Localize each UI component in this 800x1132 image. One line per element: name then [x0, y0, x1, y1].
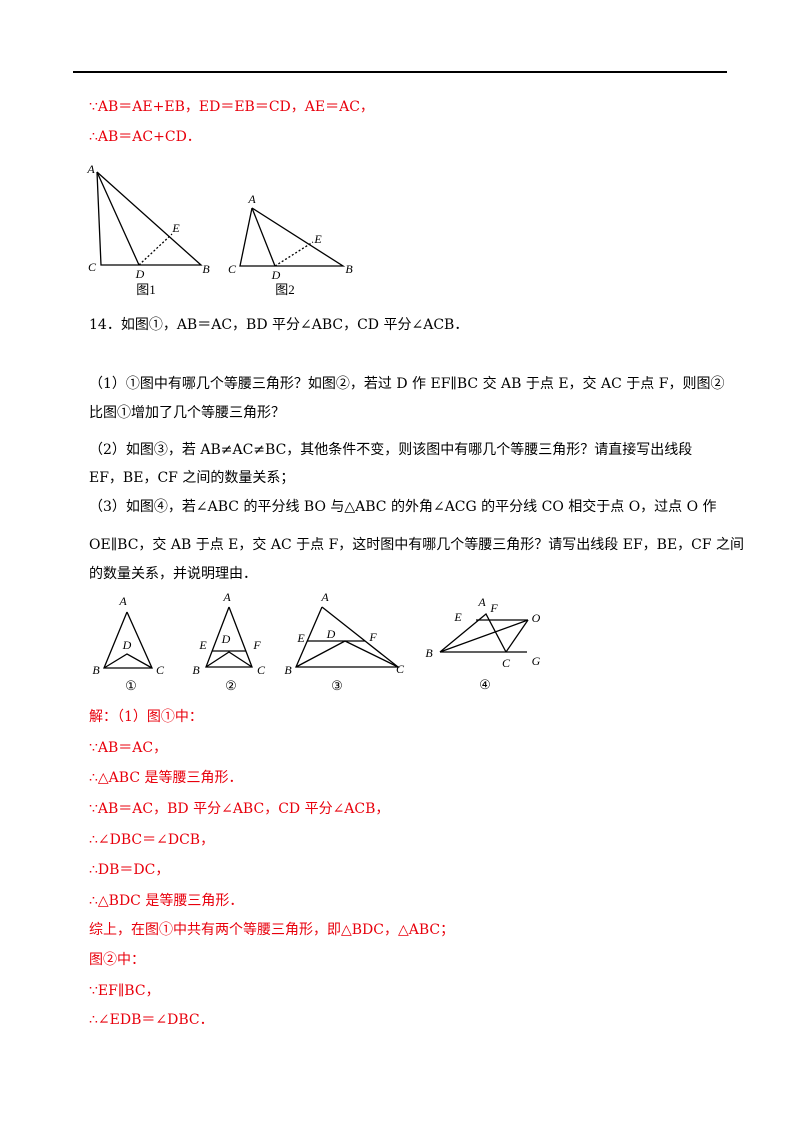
- point-label: A: [222, 590, 231, 604]
- problem-line: 比图①增加了几个等腰三角形？: [89, 405, 285, 421]
- solution-line: ∵EF∥BC，: [89, 983, 160, 999]
- point-label: C: [156, 663, 165, 677]
- point-label: E: [296, 631, 305, 645]
- solution-line: ∵AB＝AE+EB，ED＝EB＝CD，AE＝AC，: [89, 99, 374, 115]
- solution-line: ∴△BDC 是等腰三角形．: [89, 893, 244, 909]
- point-label: B: [425, 646, 433, 660]
- segment: [439, 612, 507, 653]
- caption: ③: [331, 678, 343, 693]
- problem-line: OE∥BC，交 AB 于点 E，交 AC 于点 F，这时图中有哪几个等腰三角形？…: [89, 537, 745, 553]
- point-label: E: [198, 638, 207, 652]
- point-label: D: [122, 638, 132, 652]
- figure-circle-4: E A F O B C G ④: [425, 595, 540, 692]
- point-label: A: [247, 192, 256, 206]
- point-label: A: [477, 595, 486, 609]
- point-label: A: [118, 594, 127, 608]
- point-label: C: [396, 662, 405, 676]
- problem-line: （2）如图③，若 AB≠AC≠BC，其他条件不变，则该图中有哪几个等腰三角形？请…: [89, 442, 693, 458]
- solution-line: ∵AB＝AC，: [89, 740, 168, 756]
- figure-1: A C D B E 图1: [86, 162, 210, 297]
- problem-line: （1）①图中有哪几个等腰三角形？如图②，若过 D 作 EF∥BC 交 AB 于点…: [89, 376, 725, 392]
- point-label: B: [192, 663, 200, 677]
- triangle: [205, 606, 253, 668]
- solution-line: ∴∠EDB＝∠DBC．: [89, 1012, 214, 1028]
- figure-circle-2: A E D F B C ②: [192, 590, 266, 693]
- solution-line: ∴∠DBC＝∠DCB，: [89, 832, 215, 848]
- solution-line: ∴△ABC 是等腰三角形．: [89, 770, 243, 786]
- solution-line: ∵AB＝AC，BD 平分∠ABC，CD 平分∠ACB，: [89, 801, 390, 817]
- point-label: C: [502, 656, 511, 670]
- caption: 图2: [275, 282, 295, 297]
- point-label: F: [252, 638, 261, 652]
- figure-circle-1: A D B C ①: [92, 594, 165, 693]
- segment: [439, 619, 529, 653]
- segment: [205, 651, 253, 668]
- solution-line: 解：（1）图①中：: [89, 709, 203, 725]
- dashed-segment: [274, 241, 314, 267]
- dashed-segment: [138, 233, 173, 266]
- point-label: A: [320, 590, 329, 604]
- segment: [96, 171, 140, 266]
- point-label: C: [257, 663, 266, 677]
- point-label: B: [92, 663, 100, 677]
- point-label: D: [326, 627, 336, 641]
- solution-line: 图②中：: [89, 952, 145, 968]
- point-label: B: [345, 262, 353, 276]
- triangle: [295, 606, 400, 668]
- point-label: F: [489, 601, 498, 615]
- point-label: O: [532, 611, 541, 625]
- point-label: A: [86, 162, 95, 176]
- solution-line: ∴DB＝DC，: [89, 862, 170, 878]
- triangle: [96, 171, 203, 266]
- problem-stem: 14．如图①，AB＝AC，BD 平分∠ABC，CD 平分∠ACB．: [89, 317, 469, 333]
- segment: [103, 653, 153, 669]
- problem-line: （3）如图④，若∠ABC 的平分线 BO 与△ABC 的外角∠ACG 的平分线 …: [89, 499, 717, 515]
- point-label: B: [284, 663, 292, 677]
- point-label: E: [313, 232, 322, 246]
- point-label: F: [368, 630, 377, 644]
- figure-2: A C D B E 图2: [228, 192, 353, 297]
- caption: ①: [125, 678, 137, 693]
- segment: [251, 207, 276, 267]
- point-label: C: [88, 260, 97, 274]
- triangle: [103, 611, 154, 669]
- caption: ④: [479, 677, 491, 692]
- point-label: D: [271, 268, 281, 282]
- problem-line: EF，BE，CF 之间的数量关系；: [89, 470, 295, 486]
- point-label: E: [453, 610, 462, 624]
- point-label: D: [221, 632, 231, 646]
- solution-line: ∴AB＝AC+CD．: [89, 129, 201, 145]
- point-label: D: [135, 267, 145, 281]
- problem-line: 的数量关系，并说明理由．: [89, 566, 257, 582]
- point-label: G: [532, 654, 541, 668]
- caption: ②: [225, 678, 237, 693]
- segment: [295, 640, 399, 668]
- caption: 图1: [136, 282, 156, 297]
- solution-line: 综上，在图①中共有两个等腰三角形，即△BDC，△ABC；: [89, 922, 455, 938]
- segment: [505, 619, 529, 653]
- point-label: B: [202, 262, 210, 276]
- point-label: E: [171, 221, 180, 235]
- triangle: [239, 207, 346, 267]
- figure-circle-3: A E D F B C ③: [284, 590, 405, 693]
- point-label: C: [228, 262, 237, 276]
